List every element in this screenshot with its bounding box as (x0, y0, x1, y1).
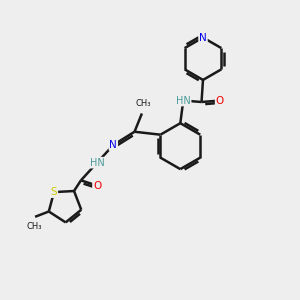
Text: HN: HN (176, 95, 190, 106)
Text: N: N (199, 32, 207, 43)
Text: CH₃: CH₃ (136, 99, 151, 108)
Text: CH₃: CH₃ (27, 222, 42, 231)
Text: N: N (110, 140, 117, 150)
Text: O: O (216, 95, 224, 106)
Text: HN: HN (90, 158, 104, 168)
Text: O: O (93, 181, 101, 190)
Text: S: S (51, 187, 57, 197)
